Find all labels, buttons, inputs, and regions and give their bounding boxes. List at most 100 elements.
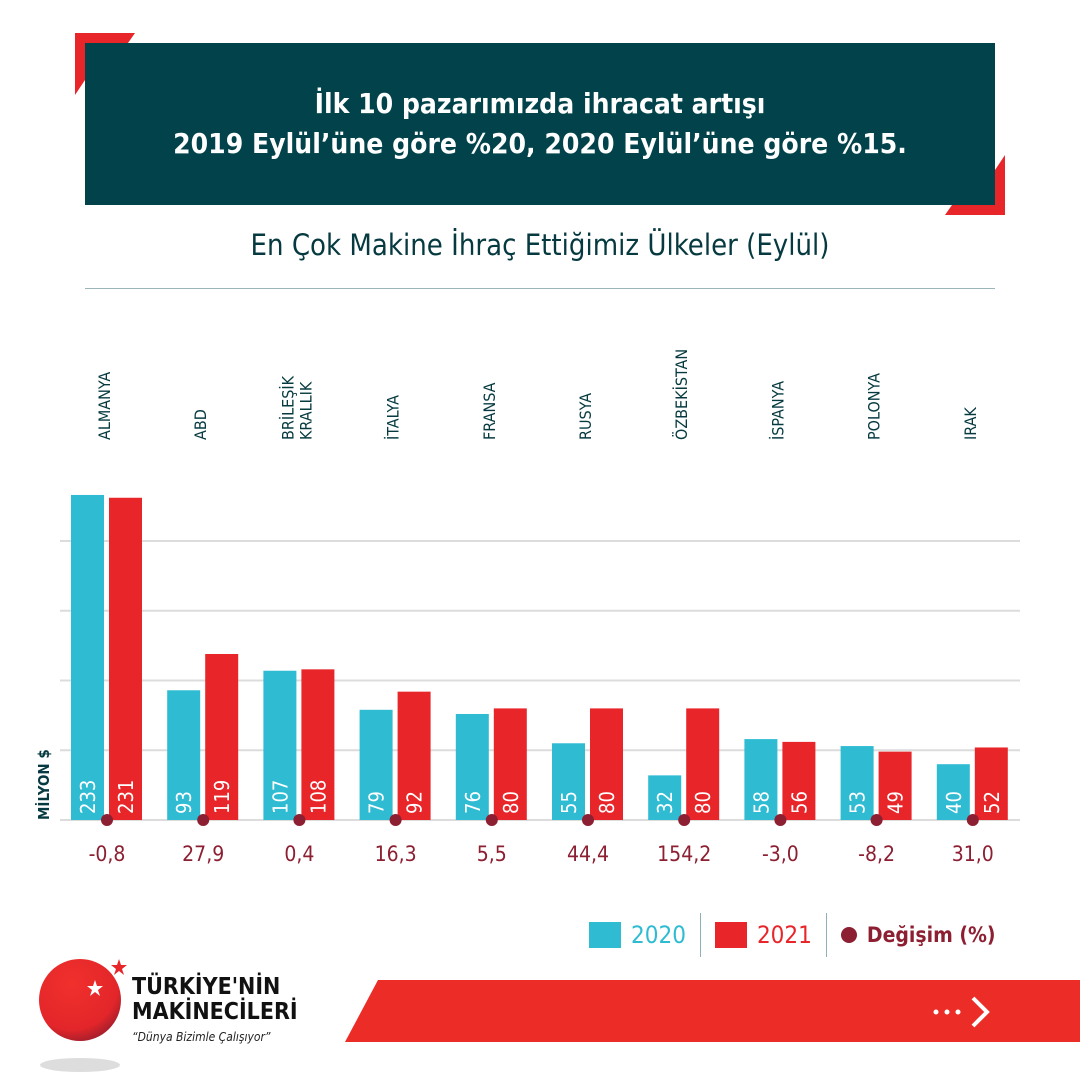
legend-change: Değişim (%): [827, 923, 1010, 947]
bar-2021: [493, 708, 527, 820]
brand-name-line-2: MAKİNECİLERİ: [132, 999, 298, 1025]
legend-divider: [699, 913, 701, 957]
bar-2021: [109, 497, 142, 820]
category-label: ALMANYA: [95, 372, 114, 440]
bar-2020: [359, 709, 393, 820]
title-divider: [85, 288, 995, 289]
bar-value-label: 233: [76, 780, 100, 814]
brand-name-line-1: TÜRKİYE'NİN: [132, 974, 281, 1000]
bar-2021: [686, 708, 720, 820]
change-label: 0,4: [284, 842, 314, 866]
bar-value-label: 40: [942, 791, 966, 814]
bar-2021: [878, 751, 912, 820]
footer-band: [345, 980, 1080, 1042]
change-label: 27,9: [182, 842, 224, 866]
accent-bottom-right: [945, 155, 1005, 215]
logo-circle: [39, 959, 121, 1041]
change-label: -0,8: [89, 842, 126, 866]
change-dot: [485, 814, 498, 826]
bar-value-label: 55: [557, 791, 581, 814]
legend-swatch-2020: [589, 922, 621, 948]
category-label: İSPANYA: [768, 381, 787, 440]
header-banner: İlk 10 pazarımızda ihracat artışı 2019 E…: [85, 43, 995, 205]
category-label: RUSYA: [576, 393, 595, 440]
bar-value-label: 93: [172, 791, 196, 814]
category-label: İTALYA: [384, 395, 403, 440]
legend-2020: 2020: [575, 921, 700, 949]
change-dot: [774, 814, 787, 826]
bar-value-label: 119: [210, 780, 234, 814]
legend-swatch-2021: [714, 922, 747, 948]
legend-divider: [825, 913, 827, 957]
change-label: 31,0: [952, 842, 994, 866]
category-label: ABD: [191, 409, 210, 440]
bar-2020: [455, 713, 489, 820]
category-label: POLONYA: [865, 373, 884, 440]
bar-2020: [840, 746, 874, 820]
change-label: 154,2: [657, 842, 711, 866]
bar-2021: [782, 741, 816, 820]
bar-value-label: 80: [595, 791, 619, 814]
brand-logo-text: TÜRKİYE'NİN MAKİNECİLERİ “Dünya Bizimle …: [132, 975, 298, 1050]
legend-label-2021: 2021: [756, 921, 812, 949]
logo-star-icon: [87, 980, 103, 996]
next-arrow-icon: [933, 996, 990, 1028]
logo-star-small-icon: [111, 959, 127, 975]
header-line-2: 2019 Eylül’üne göre %20, 2020 Eylül’üne …: [173, 127, 907, 160]
bar-2021: [205, 653, 239, 820]
bar-2020: [71, 494, 104, 820]
category-label: BRİLEŞİK: [278, 375, 297, 440]
bar-2021: [301, 669, 335, 820]
header-line-1: İlk 10 pazarımızda ihracat artışı: [314, 87, 766, 120]
change-dot: [101, 814, 113, 826]
change-label: -3,0: [762, 842, 799, 866]
accent-top-left: [75, 33, 135, 95]
legend-label-change: Değişim (%): [866, 923, 996, 947]
category-label: ÖZBEKİSTAN: [672, 349, 691, 440]
bar-value-label: 56: [787, 791, 811, 814]
change-dot: [293, 814, 306, 826]
change-dot: [197, 814, 210, 826]
change-dot: [389, 814, 402, 826]
change-label: 44,4: [567, 842, 609, 866]
bar-2020: [648, 775, 682, 820]
bar-value-label: 231: [114, 780, 138, 814]
change-dot: [582, 814, 594, 826]
legend-2021: 2021: [701, 921, 826, 949]
bar-value-label: 76: [461, 791, 485, 814]
y-axis-label: MİLYON $: [34, 749, 53, 820]
legend: 2020 2021 Değişim (%): [575, 913, 1010, 957]
chart-title: En Çok Makine İhraç Ettiğimiz Ülkeler (E…: [250, 228, 830, 262]
bar-value-label: 52: [980, 791, 1004, 814]
bar-2021: [397, 691, 431, 820]
bar-2020: [263, 670, 297, 820]
bar-2021: [974, 747, 1008, 820]
bar-value-label: 107: [268, 780, 292, 814]
legend-label-2020: 2020: [631, 921, 686, 949]
bar-value-label: 108: [306, 780, 330, 814]
bar-2020: [552, 743, 585, 820]
bar-value-label: 80: [499, 791, 523, 814]
bar-2020: [936, 764, 970, 820]
bar-value-label: 92: [403, 791, 427, 814]
logo-shadow: [40, 1058, 120, 1072]
change-dot: [966, 814, 979, 826]
bar-2020: [167, 690, 201, 820]
bar-2020: [744, 739, 778, 820]
category-label: FRANSA: [480, 382, 499, 440]
brand-slogan: “Dünya Bizimle Çalışıyor”: [132, 1030, 271, 1044]
change-dot: [678, 814, 691, 826]
legend-dot-icon: [840, 927, 857, 943]
category-label: IRAK: [961, 407, 980, 440]
footer-graphics: [39, 959, 1080, 1072]
bar-value-label: 79: [365, 791, 389, 814]
category-label: KRALLIK: [296, 381, 315, 440]
bar-value-label: 49: [884, 791, 908, 814]
bar-value-label: 58: [749, 791, 773, 814]
change-label: 16,3: [375, 842, 417, 866]
bar-2021: [590, 708, 623, 820]
bar-value-label: 80: [691, 791, 715, 814]
bar-chart: MİLYON $ ALMANYA 233 231 -0,8 ABD 93 119 27,9 BRİ…: [34, 349, 1020, 866]
